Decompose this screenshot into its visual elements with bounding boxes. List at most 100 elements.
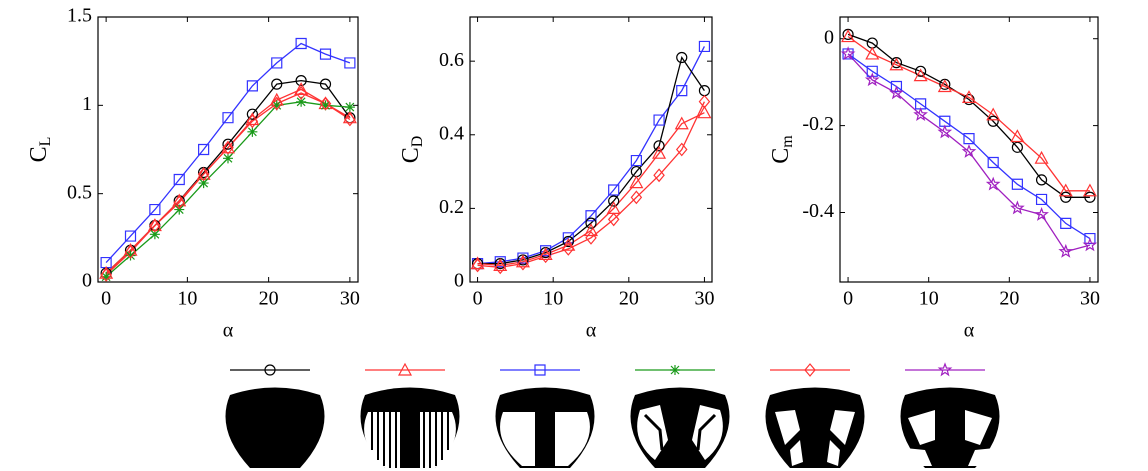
marker <box>295 37 307 50</box>
series-line <box>477 101 705 268</box>
marker <box>1010 129 1025 143</box>
marker <box>961 90 977 103</box>
marker <box>174 204 185 215</box>
marker <box>344 112 356 127</box>
marker <box>676 85 688 97</box>
marker <box>585 230 597 245</box>
subplot: 0 0.5 1 1.5 0 10 20 30 α CL <box>26 5 360 342</box>
marker <box>608 184 620 196</box>
marker <box>865 46 880 60</box>
x-tick-label: 0 <box>843 288 853 310</box>
y-tick-label: -0.2 <box>802 113 834 135</box>
x-tick-label: 0 <box>101 288 111 310</box>
x-tick-label: 10 <box>543 288 563 310</box>
marker <box>319 96 332 111</box>
marker <box>247 126 258 137</box>
axes-frame <box>97 16 359 283</box>
marker <box>698 85 711 97</box>
icon-topology-3 <box>900 387 1000 468</box>
y-tick-label: 1 <box>82 93 92 115</box>
x-tick-label: 30 <box>340 288 360 310</box>
y-tick-label: 0 <box>82 270 92 292</box>
marker <box>173 195 186 210</box>
marker <box>198 178 209 189</box>
series-line <box>847 53 1091 240</box>
y-axis-label: CD <box>398 136 426 164</box>
x-tick-label: 20 <box>619 288 639 310</box>
legend-marker <box>670 365 680 375</box>
marker <box>471 258 484 273</box>
marker <box>866 65 878 77</box>
series-line <box>105 101 350 278</box>
series-line <box>105 42 351 264</box>
marker <box>222 140 234 155</box>
y-axis-label-sub: m <box>779 135 796 148</box>
marker <box>913 68 928 82</box>
marker <box>125 250 136 261</box>
x-axis-label: α <box>223 320 234 342</box>
marker <box>100 256 112 269</box>
y-axis-label: Cm <box>768 135 796 164</box>
marker <box>653 140 665 152</box>
x-tick-label: 20 <box>259 288 279 310</box>
marker <box>1035 174 1048 186</box>
marker <box>1011 178 1023 190</box>
y-axis-label-sub: D <box>409 136 426 148</box>
marker <box>889 57 904 71</box>
marker <box>561 237 576 251</box>
subplot: 0 0.2 0.4 0.6 0 10 20 30 α CD <box>398 16 714 342</box>
series-line <box>847 35 1090 192</box>
icon-tee <box>495 387 595 468</box>
legend-marker <box>397 362 413 376</box>
axes-frame <box>469 16 713 283</box>
marker <box>915 98 927 110</box>
marker <box>697 105 712 119</box>
marker <box>1058 243 1074 258</box>
marker <box>296 96 307 107</box>
series-line <box>477 55 705 265</box>
x-tick-label: 10 <box>177 288 197 310</box>
legend-marker <box>937 362 953 377</box>
marker <box>583 223 599 237</box>
marker <box>653 114 665 126</box>
series-line <box>847 53 1091 253</box>
marker <box>698 94 711 109</box>
marker <box>294 82 309 96</box>
icon-stripes <box>360 387 460 468</box>
marker <box>1060 217 1072 229</box>
marker <box>562 235 574 248</box>
x-tick-label: 30 <box>694 288 714 310</box>
marker <box>562 241 575 256</box>
series-line <box>105 92 351 276</box>
marker <box>840 46 856 61</box>
marker <box>1010 200 1025 215</box>
x-tick-label: 30 <box>1080 288 1100 310</box>
marker <box>271 78 283 90</box>
marker <box>222 138 234 150</box>
marker <box>101 271 112 282</box>
marker <box>517 256 529 271</box>
marker <box>1082 237 1098 252</box>
series-line <box>847 33 1090 198</box>
x-axis-label: α <box>586 320 597 342</box>
y-axis-label-main: C <box>26 146 52 162</box>
x-tick-label: 0 <box>473 288 483 310</box>
marker <box>1084 191 1096 203</box>
marker <box>630 154 642 167</box>
marker <box>149 229 160 240</box>
marker <box>344 57 356 69</box>
marker <box>271 100 282 111</box>
marker <box>1011 141 1023 153</box>
marker <box>889 85 904 100</box>
marker <box>222 112 234 124</box>
marker <box>149 218 161 233</box>
marker <box>864 72 880 87</box>
legend-marker <box>264 364 276 376</box>
marker <box>629 175 644 189</box>
icon-solid <box>225 387 325 468</box>
marker <box>630 190 643 205</box>
marker <box>1082 183 1097 197</box>
marker <box>937 79 952 93</box>
series-line <box>477 112 705 267</box>
